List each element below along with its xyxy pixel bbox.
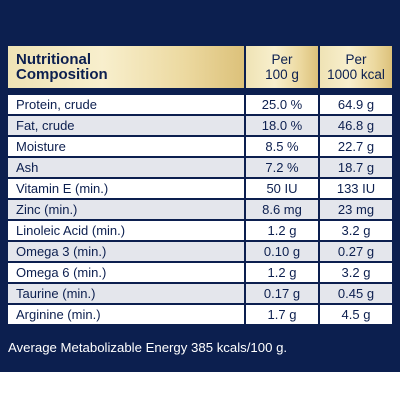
table-row: Ash 7.2 % 18.7 g xyxy=(8,158,392,177)
header-per-1000kcal: Per 1000 kcal xyxy=(320,46,392,88)
energy-footnote: Average Metabolizable Energy 385 kcals/1… xyxy=(8,340,288,355)
value-per-100g: 50 IU xyxy=(246,179,318,198)
nutrient-label: Moisture xyxy=(8,137,244,156)
table-row: Vitamin E (min.) 50 IU 133 IU xyxy=(8,179,392,198)
value-per-100g: 8.6 mg xyxy=(246,200,318,219)
value-per-1000kcal: 22.7 g xyxy=(320,137,392,156)
value-per-1000kcal: 18.7 g xyxy=(320,158,392,177)
header-per-100g: Per 100 g xyxy=(246,46,318,88)
nutrient-label: Fat, crude xyxy=(8,116,244,135)
nutrient-label: Zinc (min.) xyxy=(8,200,244,219)
value-per-100g: 1.2 g xyxy=(246,263,318,282)
header-col1-line1: Per xyxy=(271,52,293,67)
nutrient-label: Omega 3 (min.) xyxy=(8,242,244,261)
nutrient-label: Vitamin E (min.) xyxy=(8,179,244,198)
table-row: Linoleic Acid (min.) 1.2 g 3.2 g xyxy=(8,221,392,240)
nutrient-label: Linoleic Acid (min.) xyxy=(8,221,244,240)
value-per-100g: 7.2 % xyxy=(246,158,318,177)
nutrient-label: Arginine (min.) xyxy=(8,305,244,324)
table-header-row: Nutritional Composition Per 100 g Per 10… xyxy=(8,46,392,88)
table-row: Zinc (min.) 8.6 mg 23 mg xyxy=(8,200,392,219)
value-per-1000kcal: 3.2 g xyxy=(320,263,392,282)
nutrition-rows: Protein, crude 25.0 % 64.9 g Fat, crude 18.0… xyxy=(8,95,392,324)
value-per-1000kcal: 4.5 g xyxy=(320,305,392,324)
value-per-100g: 0.17 g xyxy=(246,284,318,303)
value-per-1000kcal: 3.2 g xyxy=(320,221,392,240)
table-row: Omega 3 (min.) 0.10 g 0.27 g xyxy=(8,242,392,261)
header-col1-line2: 100 g xyxy=(265,67,299,82)
value-per-1000kcal: 23 mg xyxy=(320,200,392,219)
header-nutritional-composition: Nutritional Composition xyxy=(8,46,244,88)
header-col2-line1: Per xyxy=(345,52,367,67)
value-per-100g: 8.5 % xyxy=(246,137,318,156)
nutrient-label: Omega 6 (min.) xyxy=(8,263,244,282)
table-row: Omega 6 (min.) 1.2 g 3.2 g xyxy=(8,263,392,282)
header-spacer xyxy=(8,90,392,93)
value-per-1000kcal: 133 IU xyxy=(320,179,392,198)
table-row: Fat, crude 18.0 % 46.8 g xyxy=(8,116,392,135)
table-row: Moisture 8.5 % 22.7 g xyxy=(8,137,392,156)
value-per-100g: 1.7 g xyxy=(246,305,318,324)
table-row: Protein, crude 25.0 % 64.9 g xyxy=(8,95,392,114)
header-label-line2: Composition xyxy=(16,66,108,83)
nutrient-label: Ash xyxy=(8,158,244,177)
table-row: Arginine (min.) 1.7 g 4.5 g xyxy=(8,305,392,324)
value-per-1000kcal: 46.8 g xyxy=(320,116,392,135)
header-col2-line2: 1000 kcal xyxy=(327,67,385,82)
value-per-100g: 0.10 g xyxy=(246,242,318,261)
nutrient-label: Protein, crude xyxy=(8,95,244,114)
table-row: Taurine (min.) 0.17 g 0.45 g xyxy=(8,284,392,303)
value-per-1000kcal: 64.9 g xyxy=(320,95,392,114)
header-label-line1: Nutritional xyxy=(16,51,91,68)
value-per-1000kcal: 0.27 g xyxy=(320,242,392,261)
nutrition-table-container: Nutritional Composition Per 100 g Per 10… xyxy=(8,44,392,326)
value-per-1000kcal: 0.45 g xyxy=(320,284,392,303)
value-per-100g: 25.0 % xyxy=(246,95,318,114)
value-per-100g: 1.2 g xyxy=(246,221,318,240)
nutrient-label: Taurine (min.) xyxy=(8,284,244,303)
nutrition-table: Nutritional Composition Per 100 g Per 10… xyxy=(6,44,394,326)
value-per-100g: 18.0 % xyxy=(246,116,318,135)
